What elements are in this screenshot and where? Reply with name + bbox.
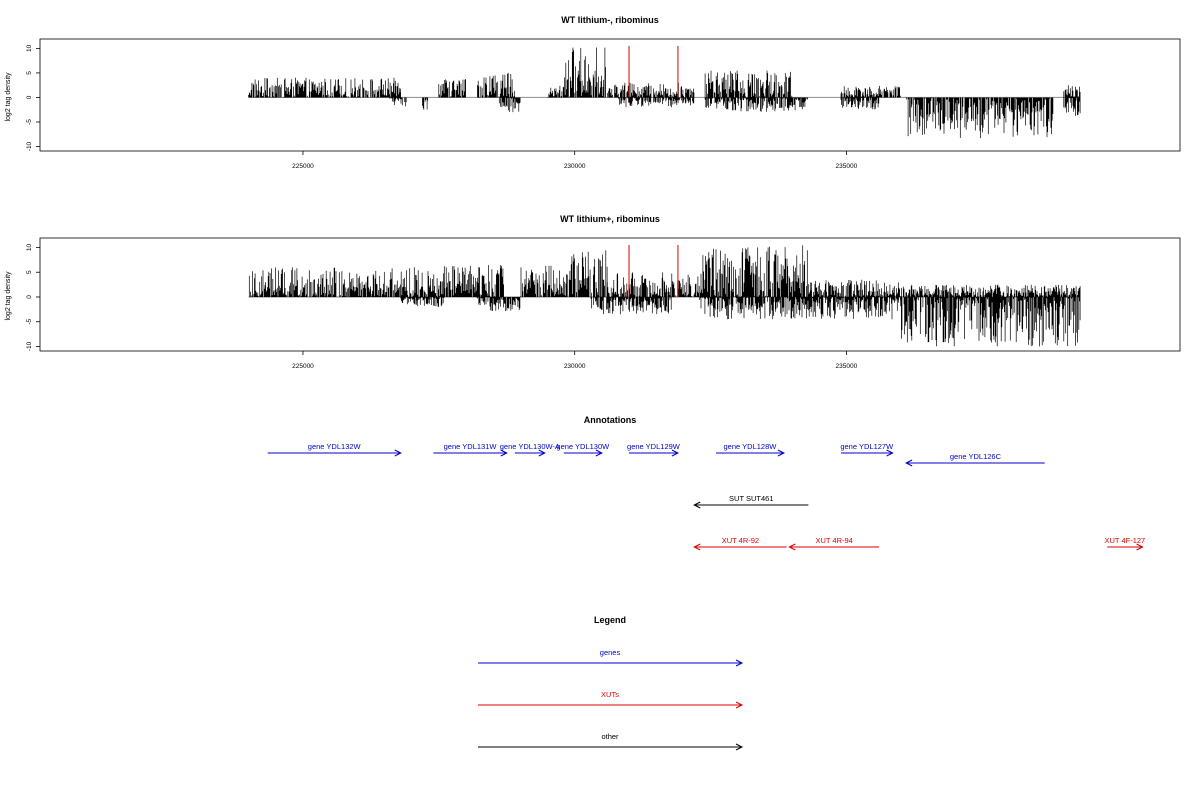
annotation-gene: gene YDL130W-A: [500, 442, 560, 457]
y-axis-label: log2 tag density: [5, 271, 12, 321]
coverage-segment: [699, 297, 901, 320]
coverage-segment: [807, 279, 901, 297]
plot-frame: [39, 237, 1181, 352]
legend-entry-other: other: [478, 732, 744, 751]
plot-frame: [39, 38, 1181, 152]
coverage-segment: [389, 97, 407, 107]
coverage-segment: [248, 267, 445, 297]
coverage-segment: [568, 250, 608, 297]
annotation-gene: gene YDL130W: [556, 442, 610, 457]
annotation-gene: gene YDL128W: [715, 442, 786, 457]
y-tick-label: -5: [26, 119, 33, 125]
annotation-gene: gene YDL131W: [433, 442, 508, 457]
y-tick-label: -5: [26, 318, 33, 324]
coverage-segment: [248, 77, 401, 98]
annotation-label: gene YDL130W: [556, 442, 610, 451]
annotations-title: Annotations: [584, 415, 637, 425]
coverage-segment: [1063, 85, 1081, 98]
legend-entries: genes XUTs other: [478, 648, 744, 751]
legend-entry-xut: XUTs: [478, 690, 744, 709]
x-tick-label: 235000: [836, 163, 858, 170]
annotations-panel: Annotations gene YDL132W gene YDL131W gene…: [267, 415, 1146, 551]
legend-label: XUTs: [601, 690, 619, 699]
coverage-segment: [840, 85, 901, 98]
coverage-panel-lithium-minus: WT lithium-, ribominus log2 tag density …: [5, 15, 1181, 170]
coverage-segment: [498, 97, 521, 113]
legend-entry-gene: genes: [478, 648, 744, 667]
annotation-label: XUT 4F-127: [1105, 536, 1146, 545]
legend-title: Legend: [594, 615, 626, 625]
y-axis-label: log2 tag density: [5, 72, 12, 122]
coverage-segment: [590, 297, 673, 315]
annotation-label: gene YDL129W: [627, 442, 681, 451]
annotation-gene: gene YDL126C: [905, 452, 1045, 467]
x-tick-label: 225000: [292, 363, 314, 370]
x-tick-label: 230000: [564, 363, 586, 370]
y-tick-label: -10: [26, 141, 33, 151]
coverage-segment: [840, 97, 880, 110]
axes: -10 -5 0 5 10 225000 230000 235000: [26, 243, 858, 370]
coverage-segment: [905, 97, 1054, 139]
coverage-segment: [547, 85, 565, 98]
y-tick-label: 0: [26, 95, 33, 99]
legend-label: genes: [600, 648, 621, 657]
coverage-segment: [400, 297, 445, 307]
annotation-gene: gene YDL132W: [267, 442, 402, 457]
x-tick-label: 235000: [836, 363, 858, 370]
annotation-arrows: gene YDL132W gene YDL131W gene YDL130W-Age…: [267, 442, 1146, 551]
coverage-segment: [704, 70, 793, 98]
coverage-segment: [900, 297, 1081, 347]
legend-panel: Legend genes XUTs other: [478, 615, 744, 751]
annotation-label: SUT SUT461: [729, 494, 773, 503]
annotation-xut: XUT 4R-92: [693, 536, 787, 551]
coverage-bars: [248, 45, 1081, 139]
coverage-panel-lithium-plus: WT lithium+, ribominus log2 tag density …: [5, 214, 1181, 370]
coverage-segment: [606, 82, 695, 98]
panel-title: WT lithium-, ribominus: [561, 15, 659, 25]
annotation-label: gene YDL128W: [724, 442, 778, 451]
coverage-segment: [476, 297, 521, 312]
coverage-segment: [901, 284, 1081, 297]
y-tick-label: 10: [26, 44, 33, 52]
annotation-label: gene YDL127W: [840, 442, 894, 451]
y-tick-label: -10: [26, 341, 33, 351]
coverage-segment: [699, 245, 808, 297]
y-tick-label: 5: [26, 270, 33, 274]
annotation-label: gene YDL132W: [308, 442, 362, 451]
annotation-gene: gene YDL129W: [627, 442, 681, 457]
x-tick-label: 230000: [564, 163, 586, 170]
coverage-segment: [1063, 97, 1081, 116]
annotation-label: gene YDL130W-A: [500, 442, 560, 451]
coverage-segment: [519, 265, 570, 297]
coverage-segment: [477, 72, 516, 98]
annotation-xut: XUT 4F-127: [1105, 536, 1146, 551]
annotation-label: gene YDL126C: [950, 452, 1002, 461]
legend-label: other: [601, 732, 619, 741]
coverage-segment: [617, 97, 695, 108]
annotation-gene: gene YDL127W: [840, 442, 894, 457]
coverage-segment: [422, 97, 429, 110]
coverage-segment: [438, 79, 466, 98]
y-tick-label: 0: [26, 295, 33, 299]
axes: -10 -5 0 5 10 225000 230000 235000: [26, 44, 858, 170]
annotation-label: gene YDL131W: [444, 442, 498, 451]
x-tick-label: 225000: [292, 163, 314, 170]
annotation-label: XUT 4R-92: [722, 536, 759, 545]
coverage-segment: [704, 97, 808, 112]
y-tick-label: 10: [26, 243, 33, 251]
coverage-segment: [606, 272, 700, 297]
coverage-bars: [248, 244, 1081, 347]
annotation-label: XUT 4R-94: [815, 536, 852, 545]
coverage-segment: [443, 265, 504, 297]
panel-title: WT lithium+, ribominus: [560, 214, 660, 224]
y-tick-label: 5: [26, 71, 33, 75]
annotation-other: SUT SUT461: [693, 494, 809, 509]
coverage-segment: [563, 47, 606, 98]
annotation-xut: XUT 4R-94: [788, 536, 879, 551]
